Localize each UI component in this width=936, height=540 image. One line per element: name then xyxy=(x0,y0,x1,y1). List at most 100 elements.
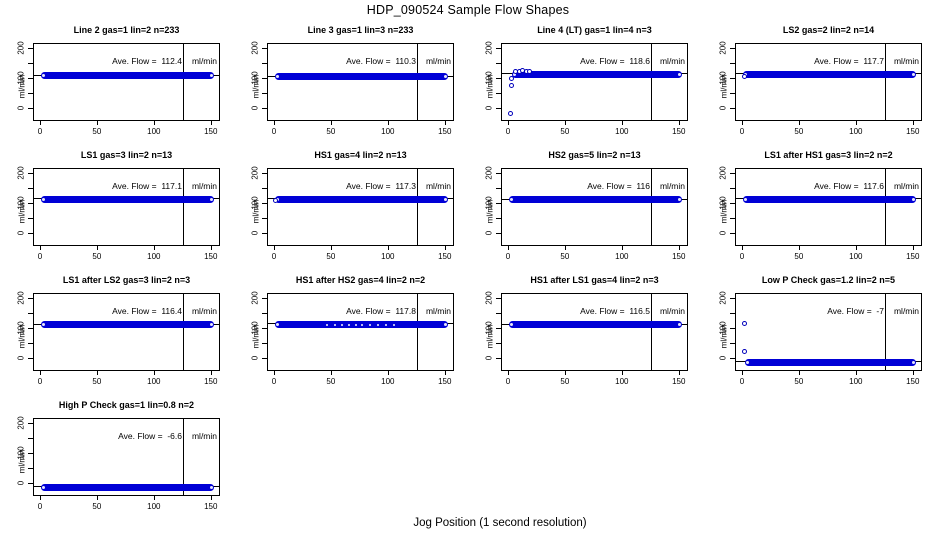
band-end-point xyxy=(210,322,214,326)
plot-area: Ave. Flow = 116.5 ml/min xyxy=(501,293,688,371)
band-gap xyxy=(377,324,380,326)
y-tick xyxy=(28,78,33,80)
x-tick xyxy=(678,246,680,250)
band-end-point xyxy=(41,197,45,201)
vertical-marker-line xyxy=(650,294,652,370)
plot-area: Ave. Flow = 117.1 ml/min xyxy=(33,168,220,246)
band-end-point xyxy=(912,197,916,201)
average-flow-annotation: Ave. Flow = 117.7 ml/min xyxy=(814,56,919,66)
x-tick xyxy=(444,371,446,375)
y-tick xyxy=(730,218,735,220)
panel-title: LS1 after LS2 gas=3 lin=2 n=3 xyxy=(62,275,191,285)
average-flow-annotation: Ave. Flow = 116.4 ml/min xyxy=(112,306,217,316)
x-tick-label: 0 xyxy=(271,252,277,261)
y-tick xyxy=(28,218,33,220)
x-tick xyxy=(855,246,857,250)
x-tick-label: 0 xyxy=(739,252,745,261)
x-tick xyxy=(741,121,743,125)
y-tick xyxy=(28,63,33,65)
x-tick-label: 150 xyxy=(672,252,686,261)
y-tick xyxy=(28,483,33,485)
x-tick xyxy=(387,371,389,375)
x-tick xyxy=(621,121,623,125)
x-tick xyxy=(912,371,914,375)
x-tick-label: 100 xyxy=(147,502,161,511)
band-end-point xyxy=(444,74,448,78)
y-tick xyxy=(730,63,735,65)
x-tick-label: 100 xyxy=(615,127,629,136)
vertical-marker-line xyxy=(416,294,418,370)
y-tick xyxy=(28,48,33,50)
panel-title: HS1 after HS2 gas=4 lin=2 n=2 xyxy=(295,275,426,285)
y-tick xyxy=(496,48,501,50)
average-flow-unit: ml/min xyxy=(893,56,919,67)
x-tick-label: 0 xyxy=(505,377,511,386)
panel-title: LS1 gas=3 lin=2 n=13 xyxy=(80,150,173,160)
x-tick xyxy=(621,371,623,375)
x-tick xyxy=(39,121,41,125)
y-tick xyxy=(730,78,735,80)
panel-hs1-after-ls1-gas-4-lin-2-n-3: HS1 after LS1 gas=4 lin=2 n=3 ml/min 0 100 2… xyxy=(468,268,702,393)
x-tick xyxy=(273,121,275,125)
x-tick xyxy=(507,246,509,250)
average-flow-annotation: Ave. Flow = 116 ml/min xyxy=(587,181,685,191)
x-tick-label: 0 xyxy=(37,502,43,511)
y-tick xyxy=(262,78,267,80)
band-gap xyxy=(347,324,350,326)
x-tick-label: 150 xyxy=(672,127,686,136)
y-tick xyxy=(730,313,735,315)
y-tick-label: 200 xyxy=(484,166,494,180)
average-flow-annotation: Ave. Flow = 110.3 ml/min xyxy=(346,56,451,66)
band-gap xyxy=(385,324,388,326)
panel-hs2-gas-5-lin-2-n-13: HS2 gas=5 lin=2 n=13 ml/min 0 100 200 0 50 100 1… xyxy=(468,143,702,268)
panel-hs1-gas-4-lin-2-n-13: HS1 gas=4 lin=2 n=13 ml/min 0 100 200 0 50 100 1… xyxy=(234,143,468,268)
average-flow-annotation: Ave. Flow = 118.6 ml/min xyxy=(580,56,685,66)
y-tick xyxy=(496,188,501,190)
average-flow-unit: ml/min xyxy=(659,56,685,67)
panel-title: HS1 after LS1 gas=4 lin=2 n=3 xyxy=(530,275,659,285)
panel-title: HS1 gas=4 lin=2 n=13 xyxy=(314,150,407,160)
vertical-marker-line xyxy=(884,44,886,120)
band-end-point xyxy=(444,197,448,201)
panel-line-2-gas-1-lin-2-n-233: Line 2 gas=1 lin=2 n=233 ml/min 0 100 200 0 50… xyxy=(0,18,234,143)
y-tick xyxy=(262,93,267,95)
x-tick xyxy=(387,121,389,125)
y-tick xyxy=(28,188,33,190)
x-tick xyxy=(96,121,98,125)
y-tick xyxy=(28,298,33,300)
y-tick xyxy=(496,203,501,205)
average-flow-unit: ml/min xyxy=(191,431,217,442)
data-point xyxy=(273,198,279,203)
data-point xyxy=(507,110,513,116)
y-tick xyxy=(730,328,735,330)
y-tick xyxy=(262,358,267,360)
y-tick-label: 200 xyxy=(718,166,728,180)
y-tick xyxy=(28,358,33,360)
x-tick-label: 150 xyxy=(204,377,218,386)
plot-area: Ave. Flow = 117.8 ml/min xyxy=(267,293,454,371)
x-tick-label: 150 xyxy=(438,377,452,386)
y-tick-label: 100 xyxy=(718,71,728,85)
y-tick-label: 100 xyxy=(484,321,494,335)
y-tick-label: 0 xyxy=(250,355,260,361)
y-tick xyxy=(262,218,267,220)
x-tick xyxy=(912,121,914,125)
y-tick-label: 100 xyxy=(718,321,728,335)
y-tick-label: 0 xyxy=(484,230,494,236)
plot-area: Ave. Flow = 110.3 ml/min xyxy=(267,43,454,121)
x-tick xyxy=(210,371,212,375)
vertical-marker-line xyxy=(182,44,184,120)
average-flow-value: Ave. Flow = 117.6 xyxy=(814,181,884,192)
y-tick xyxy=(262,298,267,300)
vertical-marker-line xyxy=(182,294,184,370)
band-end-point xyxy=(275,74,279,78)
x-axis-label: Jog Position (1 second resolution) xyxy=(413,517,587,529)
y-tick xyxy=(496,233,501,235)
y-tick xyxy=(730,233,735,235)
y-tick xyxy=(28,203,33,205)
y-tick xyxy=(262,173,267,175)
panel-high-p-check-gas-1-lin-0-8-n-2: High P Check gas=1 lin=0.8 n=2 ml/min 0 100… xyxy=(0,393,234,518)
x-tick xyxy=(798,121,800,125)
x-tick xyxy=(153,496,155,500)
x-tick xyxy=(387,246,389,250)
